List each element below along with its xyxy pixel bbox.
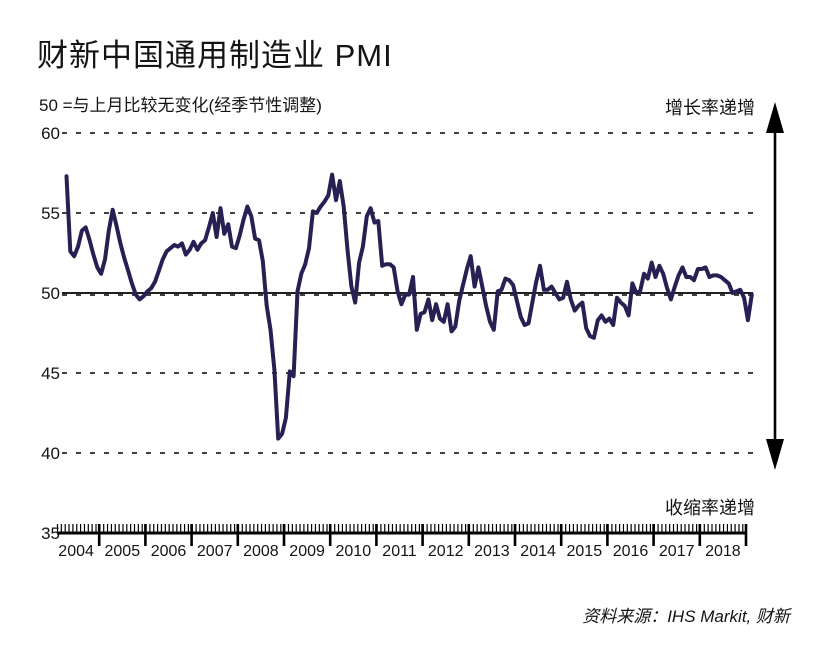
x-axis-label-2007: 2007 bbox=[196, 543, 233, 560]
y-axis-label-45: 45 bbox=[41, 364, 60, 383]
arrow-down-head bbox=[766, 439, 784, 470]
y-axis-label-50: 50 bbox=[41, 284, 60, 303]
x-axis-label-2017: 2017 bbox=[658, 543, 695, 560]
y-axis-label-55: 55 bbox=[41, 204, 60, 223]
x-axis-label-2012: 2012 bbox=[427, 543, 464, 560]
arrow-up-head bbox=[766, 102, 784, 133]
y-axis-label-60: 60 bbox=[41, 124, 60, 143]
x-axis-label-2011: 2011 bbox=[382, 543, 417, 560]
x-axis-label-2009: 2009 bbox=[289, 543, 325, 560]
x-axis-label-2014: 2014 bbox=[520, 543, 556, 560]
annotation-contraction-increasing: 收缩率递增 bbox=[665, 498, 755, 518]
x-axis-label-2004: 2004 bbox=[58, 543, 94, 560]
y-axis-label-40: 40 bbox=[41, 444, 60, 463]
x-axis-label-2015: 2015 bbox=[566, 543, 603, 560]
chart-subtitle: 50 =与上月比较无变化(经季节性调整) bbox=[39, 96, 322, 115]
y-axis-label-35: 35 bbox=[41, 524, 60, 543]
source-note: 资料来源：IHS Markit, 财新 bbox=[582, 607, 790, 626]
chart-title: 财新中国通用制造业 PMI bbox=[37, 38, 393, 73]
x-axis-label-2016: 2016 bbox=[612, 543, 649, 560]
x-axis-label-2018: 2018 bbox=[705, 543, 741, 560]
x-axis-label-2008: 2008 bbox=[243, 543, 279, 560]
x-axis-label-2005: 2005 bbox=[104, 543, 141, 560]
pmi-data-line bbox=[64, 172, 754, 441]
x-axis-label-2010: 2010 bbox=[335, 543, 372, 560]
x-axis-label-2013: 2013 bbox=[474, 543, 510, 560]
annotation-growth-increasing: 增长率递增 bbox=[665, 98, 755, 118]
x-axis-label-2006: 2006 bbox=[150, 543, 187, 560]
